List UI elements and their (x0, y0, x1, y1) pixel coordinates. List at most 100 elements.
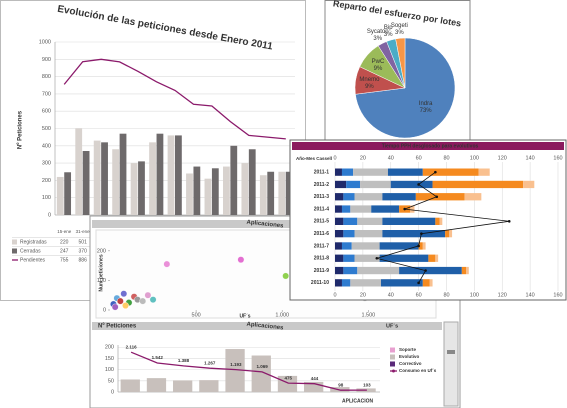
y-tick-label: 0 (103, 307, 106, 313)
legend-label: Evolutivo (399, 354, 420, 359)
line-point (417, 183, 420, 186)
slice-value: 3% (395, 30, 404, 36)
y-tick-label: 2011-1 (314, 169, 330, 175)
y-tick-label: 2011-9 (314, 268, 330, 274)
bar-segment (428, 254, 436, 262)
bar (146, 378, 167, 392)
x-tick-label: 15-ene (57, 229, 72, 234)
bar-segment (335, 242, 342, 250)
bar (277, 375, 298, 392)
y-tick-label: 0 (111, 389, 114, 395)
legend-label: Pendientes (20, 257, 46, 263)
y-tick-label: 2011-2 (314, 182, 330, 188)
value-label: 103 (363, 382, 371, 387)
bar-segment (354, 254, 380, 262)
bar-segment (357, 217, 383, 225)
legend-swatch (12, 248, 17, 254)
y-tick-label: 300 (42, 161, 51, 167)
scatter-point (282, 272, 290, 280)
x-tick-label: 120 (498, 155, 507, 161)
slice-value: 73% (420, 108, 433, 114)
bar (138, 161, 145, 215)
x-tick-label: 160 (553, 292, 562, 298)
line-point (420, 232, 423, 235)
bar-segment (422, 242, 426, 250)
x-label: UF´s (239, 313, 250, 319)
y-tick-label: 50 (108, 378, 114, 384)
legend-label: Consumo en Uf´s (399, 368, 437, 373)
line-point (375, 256, 379, 260)
pie-panel: Indra73%Mnemo9%PwC9%Sycaton3%Bip3%Sogeti… (324, 0, 471, 146)
y-label: Año-Mes Cassell (296, 156, 332, 161)
header-bar (92, 322, 442, 330)
bar-segment (379, 254, 429, 262)
bar-segment (449, 230, 453, 238)
bar-segment (335, 180, 347, 189)
bar (251, 355, 271, 392)
bar-segment (350, 279, 381, 287)
bar-segment (354, 193, 383, 201)
y-tick-label: 900 (42, 57, 51, 63)
bar-segment (335, 193, 344, 201)
bar-segment (478, 168, 490, 176)
line-point (417, 244, 420, 248)
chart-title: Tiempo PPH desglosado para evolutivos (382, 143, 479, 149)
bar-segment (379, 242, 419, 250)
x-tick-label: 40 (388, 292, 394, 298)
bar (193, 166, 201, 215)
bar (278, 171, 286, 215)
y-tick-label: 500 (42, 126, 51, 132)
y-tick-label: 1000 (39, 39, 51, 45)
scatter-point (163, 260, 171, 268)
bar-segment (350, 205, 372, 213)
bar (241, 163, 249, 215)
x-tick-label: 80 (443, 155, 449, 161)
y-tick-label: 600 (42, 109, 51, 115)
y2-label: UF´s (386, 323, 398, 329)
bar-segment (418, 242, 423, 250)
bar (267, 171, 275, 215)
bar-segment (461, 266, 467, 275)
table-cell: 886 (79, 257, 88, 263)
bar-segment (353, 168, 388, 176)
bar-segment (341, 279, 351, 287)
bar-segment (335, 217, 344, 225)
legend-label: Cerradas (20, 248, 41, 254)
y-tick-label: 2011-7 (314, 243, 330, 249)
line-point (435, 195, 439, 199)
x-tick-label: 1.000 (275, 312, 289, 318)
bar-segment (415, 193, 465, 201)
y-tick-label: 2011-5 (314, 219, 330, 225)
slider-thumb[interactable] (447, 350, 455, 354)
value-label: 1.388 (178, 358, 190, 363)
bar-segment (466, 266, 469, 275)
bar-segment (343, 266, 358, 275)
bar-segment (360, 180, 391, 189)
bar (56, 176, 64, 215)
y-tick-label: 200 (105, 345, 114, 351)
bar (167, 135, 175, 215)
legend-swatch (392, 369, 395, 373)
bar (186, 173, 193, 215)
bar-segment (435, 217, 440, 225)
bar (223, 166, 230, 215)
slice-label: Mnemo (359, 77, 380, 83)
bar-segment (343, 230, 355, 238)
bar-segment (410, 205, 415, 213)
value-label: 475 (285, 375, 293, 380)
bar-segment (382, 193, 416, 201)
bar (120, 379, 140, 392)
bar (204, 178, 212, 215)
value-label: 1.542 (152, 355, 164, 360)
slider[interactable] (443, 321, 459, 407)
scatter-point (116, 297, 124, 305)
bar (112, 149, 120, 215)
x-tick-label: 80 (443, 292, 449, 298)
bar (101, 142, 108, 215)
y-tick-label: 100 (42, 195, 51, 201)
scatter-point (111, 303, 119, 311)
bar-segment (439, 217, 443, 225)
x-tick-label: 100 (470, 292, 479, 298)
